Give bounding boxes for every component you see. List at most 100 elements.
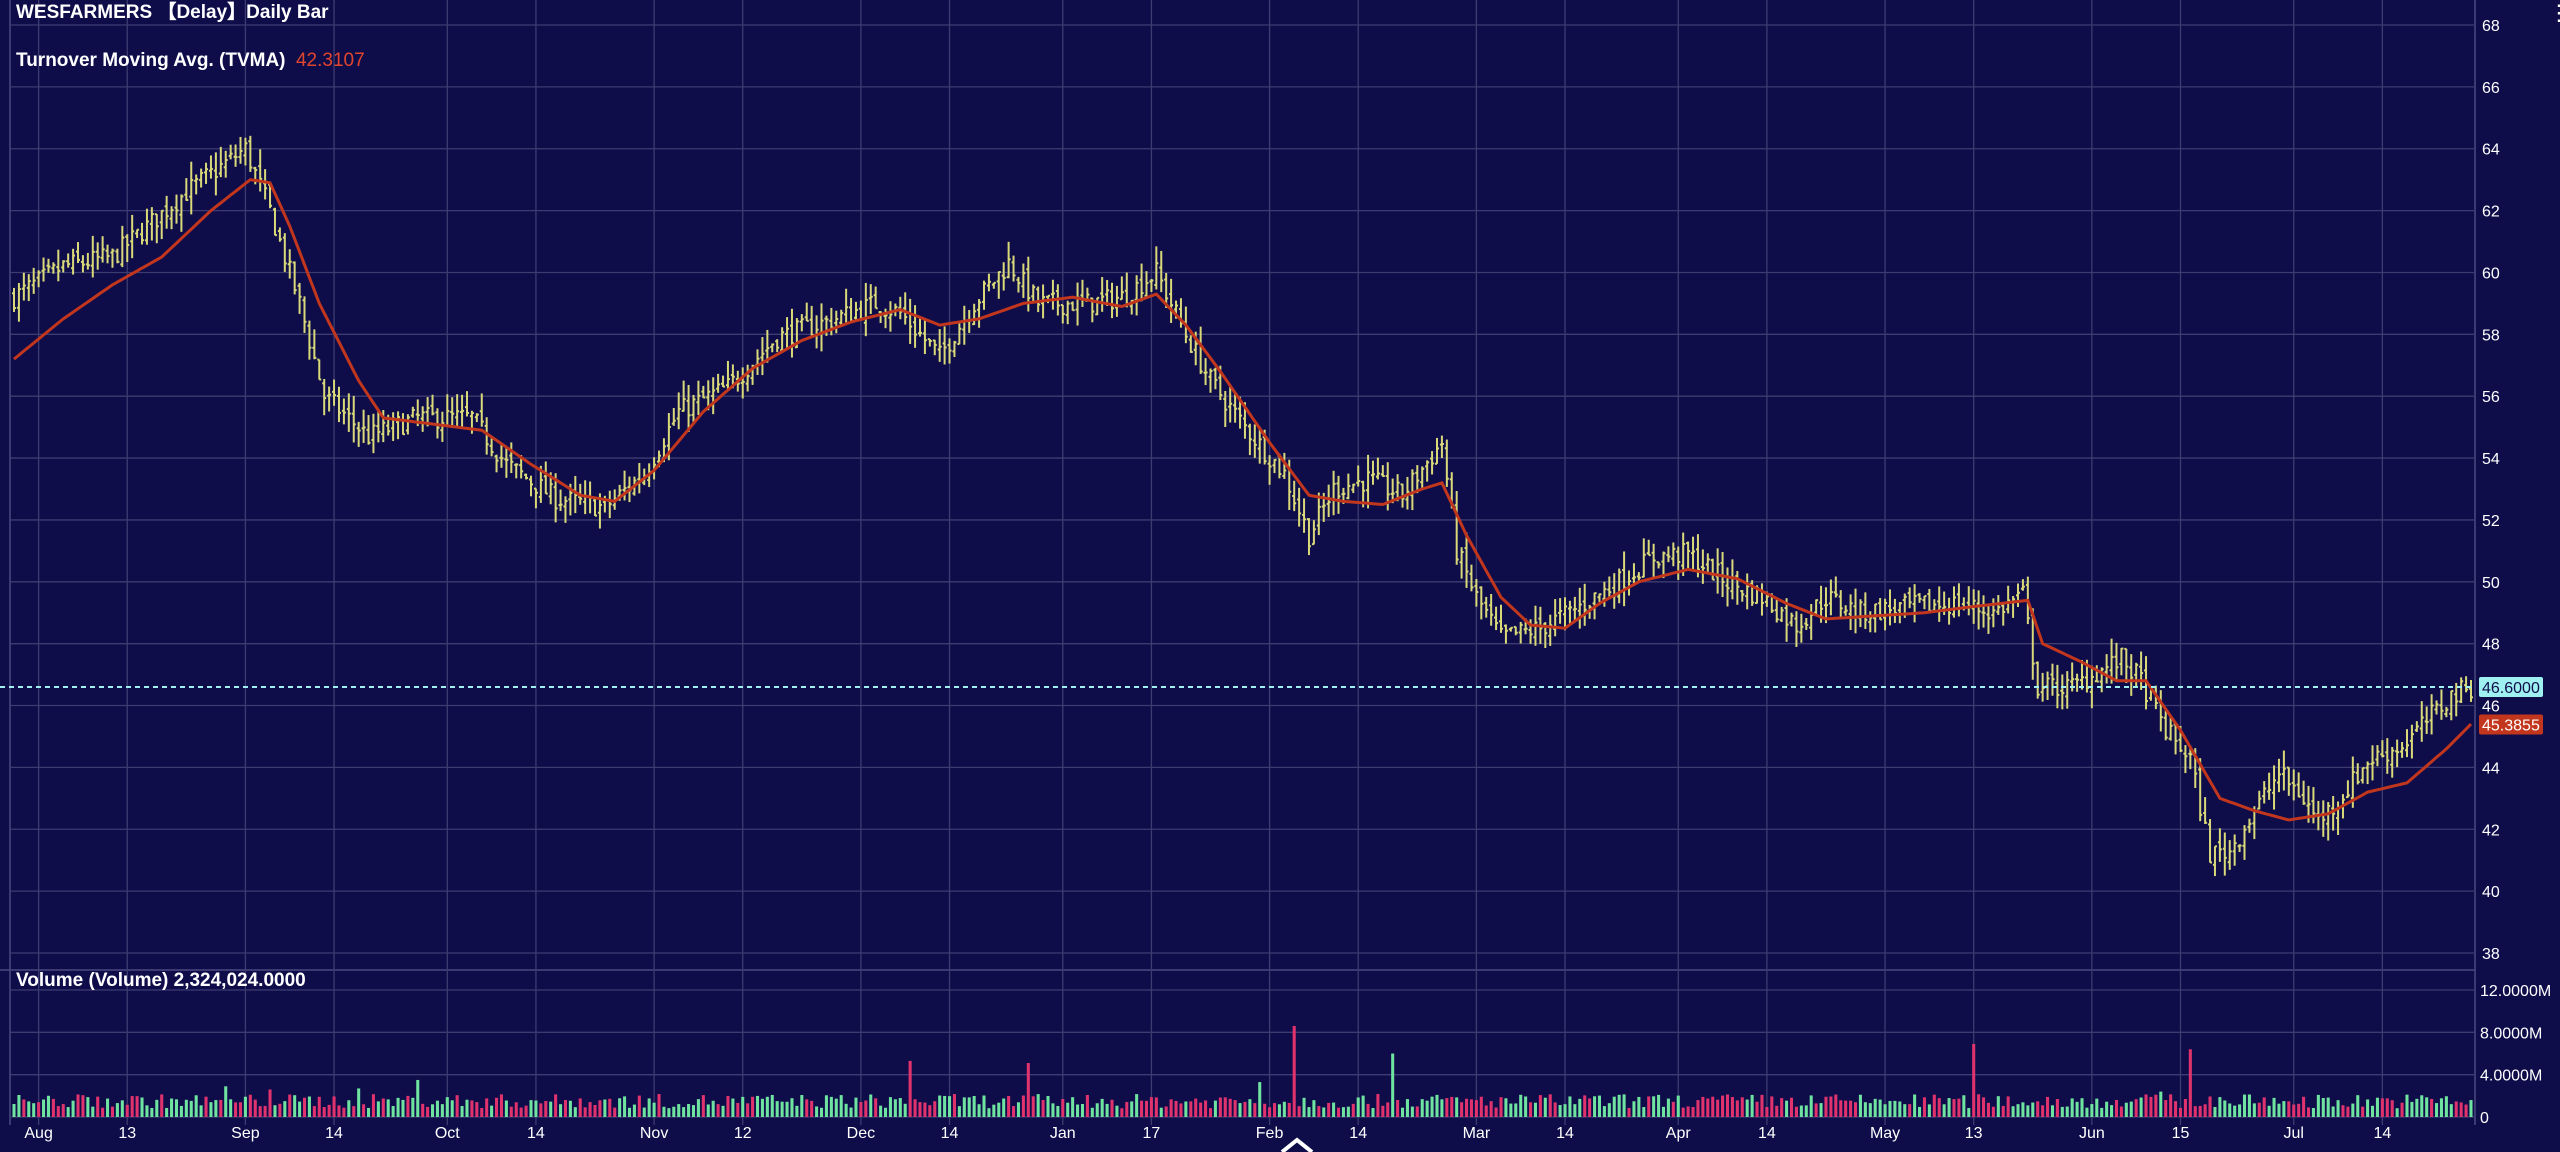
volume-bar (1799, 1105, 1803, 1117)
price-bar (937, 329, 942, 362)
volume-bar (1883, 1104, 1887, 1117)
price-bar (31, 267, 36, 294)
volume-bar (1868, 1103, 1872, 1117)
volume-bar (1908, 1104, 1912, 1117)
volume-bar (627, 1107, 632, 1117)
volume-bar (1666, 1098, 1670, 1117)
price-bar (474, 413, 479, 423)
volume-bar (2351, 1103, 2355, 1117)
price-bar (1745, 573, 1750, 610)
price-bar (1006, 241, 1011, 279)
price-bar (922, 319, 927, 355)
volume-bar (101, 1107, 105, 1117)
volume-bar (219, 1099, 223, 1117)
volume-bar (2292, 1104, 2296, 1117)
price-bar (2104, 654, 2109, 684)
menu-icon[interactable]: ⋮ (2548, 0, 2560, 25)
price-bar (1789, 612, 1794, 627)
volume-bar (691, 1105, 696, 1117)
price-bar (775, 339, 780, 353)
volume-bar (214, 1100, 218, 1117)
moving-average-line (13, 178, 2473, 822)
volume-bar (755, 1095, 760, 1117)
volume-bar (1327, 1102, 1331, 1117)
volume-bar (874, 1098, 878, 1117)
volume-bar (165, 1107, 169, 1117)
volume-bar (268, 1089, 272, 1117)
volume-bar (81, 1095, 85, 1117)
price-bar (2395, 739, 2400, 768)
price-bar (460, 394, 465, 427)
price-bar (2217, 828, 2222, 862)
price-bar (391, 412, 396, 441)
volume-bar (534, 1100, 538, 1117)
price-bar (908, 298, 913, 344)
nav-chevron[interactable] (1280, 1137, 1314, 1152)
price-bar (770, 343, 775, 353)
volume-bar (1336, 1107, 1341, 1117)
price-bar (307, 320, 312, 360)
chevron-up-icon[interactable] (1280, 1137, 1314, 1152)
price-bar (36, 270, 41, 288)
volume-bar (938, 1095, 942, 1117)
volume-bar (2149, 1096, 2153, 1117)
price-bar (814, 315, 819, 349)
price-bar (1080, 279, 1085, 307)
volume-bar (115, 1103, 119, 1117)
price-bar (41, 257, 46, 282)
price-bar (80, 255, 85, 273)
price-bar (785, 317, 790, 349)
volume-bar (1012, 1106, 1016, 1117)
volume-bar (2336, 1100, 2340, 1117)
price-bar (1912, 584, 1917, 623)
volume-bar (1716, 1099, 1720, 1117)
price-bar (1001, 262, 1006, 291)
price-bar (558, 489, 563, 511)
volume-bar (174, 1099, 179, 1117)
moving-average-value: 45.3855 (2482, 718, 2540, 735)
volume-bar (918, 1102, 922, 1117)
volume-bar (1543, 1097, 1547, 1117)
price-bar (1292, 480, 1297, 512)
volume-bar (32, 1103, 36, 1117)
volume-bar (647, 1098, 651, 1117)
volume-bar (1824, 1096, 1828, 1117)
price-bar (90, 235, 95, 278)
volume-bar (795, 1105, 799, 1117)
volume-bar (1159, 1107, 1163, 1117)
volume-bar (2287, 1101, 2291, 1117)
volume-bar (1307, 1107, 1311, 1117)
volume-bar (618, 1098, 622, 1117)
price-bar (2001, 602, 2006, 626)
volume-bar (1642, 1107, 1646, 1117)
price-bar (336, 386, 341, 423)
price-bar (2464, 676, 2469, 693)
volume-bar (1302, 1097, 1306, 1117)
volume-bar (810, 1100, 814, 1117)
price-bar (164, 195, 169, 229)
volume-bar (150, 1107, 154, 1117)
price-bar (1439, 435, 1444, 458)
volume-bar (135, 1096, 139, 1117)
volume-bar (189, 1100, 193, 1117)
volume-bar (992, 1104, 996, 1117)
price-bar (2119, 647, 2124, 676)
volume-bar (91, 1106, 95, 1117)
price-bar (706, 380, 711, 411)
volume-bar (140, 1097, 144, 1117)
price-bar (913, 305, 918, 348)
price-bar (593, 496, 598, 517)
volume-bar (1804, 1105, 1808, 1117)
chart-title: WESFARMERS 【Delay】Daily Bar (16, 0, 329, 23)
volume-bar (1341, 1107, 1345, 1117)
price-bar (317, 358, 322, 381)
price-bar (430, 394, 435, 416)
price-bar (2198, 758, 2203, 822)
price-bar (179, 194, 184, 232)
price-bar (1666, 546, 1671, 563)
volume-bar (1120, 1108, 1124, 1117)
price-bar (1149, 279, 1154, 292)
volume-bar (1223, 1097, 1227, 1117)
volume-bar (1844, 1100, 1848, 1117)
price-bar (204, 162, 209, 184)
